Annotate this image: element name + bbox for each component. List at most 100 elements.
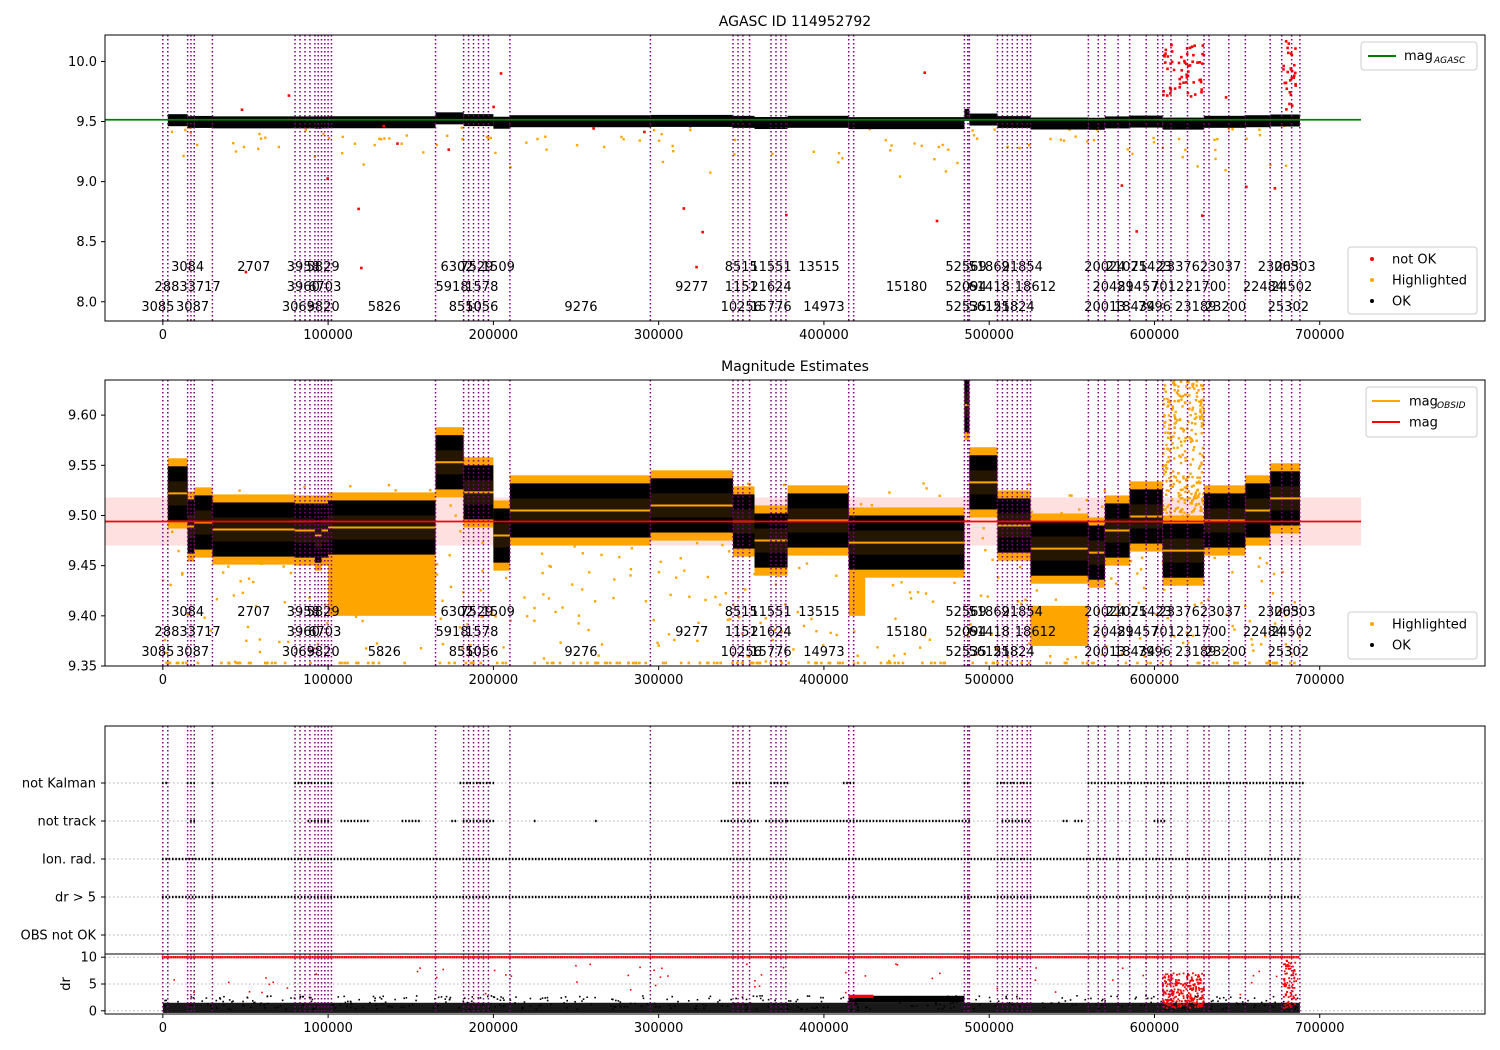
data-point	[856, 1002, 858, 1005]
data-point	[1250, 981, 1253, 984]
data-point	[1179, 982, 1182, 985]
data-point	[1287, 51, 1290, 55]
data-point	[1286, 46, 1289, 50]
obsid-label: 20024	[1084, 605, 1125, 620]
panel1-title: AGASC ID 114952792	[719, 14, 871, 30]
data-point	[1177, 437, 1181, 440]
flag-point	[1208, 895, 1210, 899]
data-point	[1167, 975, 1170, 977]
data-point	[1170, 50, 1174, 53]
data-point	[1198, 661, 1201, 665]
flag-point	[218, 857, 220, 861]
data-point	[472, 661, 475, 665]
flag-point	[1133, 781, 1136, 785]
flag-point	[1284, 857, 1286, 861]
data-point	[668, 1004, 671, 1006]
data-point	[273, 956, 276, 959]
flag-point	[1107, 781, 1109, 785]
data-point	[638, 139, 642, 142]
data-point	[1144, 1004, 1146, 1007]
data-point	[1224, 96, 1228, 99]
ok-points-band	[733, 115, 755, 128]
data-point	[1251, 956, 1253, 959]
data-point	[326, 621, 329, 625]
data-point	[334, 956, 337, 959]
flag-point	[1153, 781, 1156, 785]
flag-point	[699, 895, 702, 899]
data-point	[1236, 956, 1239, 959]
data-point	[1288, 965, 1291, 967]
data-point	[1260, 956, 1262, 959]
flag-point	[538, 857, 540, 861]
flag-point	[633, 895, 636, 899]
flag-point	[511, 895, 514, 899]
data-point	[1198, 989, 1201, 991]
flag-point	[393, 895, 395, 899]
data-point	[1142, 586, 1146, 590]
data-point	[403, 956, 405, 959]
legend-label-subscript: OBSID	[1437, 401, 1466, 411]
data-point	[865, 1006, 868, 1009]
data-point	[1173, 431, 1176, 435]
data-point	[1194, 1002, 1197, 1005]
flag-point	[838, 857, 841, 861]
data-point	[688, 125, 692, 129]
data-point	[1188, 64, 1192, 67]
data-point	[1172, 380, 1176, 383]
data-point	[891, 956, 893, 959]
data-point	[745, 1008, 747, 1011]
data-point	[1075, 1003, 1077, 1006]
data-point	[1195, 439, 1198, 442]
data-point	[1188, 401, 1192, 404]
data-point	[782, 966, 785, 969]
flag-point	[244, 857, 247, 861]
data-point	[644, 599, 648, 603]
ok-points-band	[493, 116, 510, 129]
data-point	[1137, 601, 1140, 605]
x-tick-label: 500000	[964, 673, 1014, 688]
data-point	[1195, 391, 1199, 395]
data-point	[844, 956, 846, 959]
data-point	[1090, 956, 1093, 959]
data-point	[533, 619, 536, 622]
flag-point	[343, 819, 346, 823]
data-point	[1184, 456, 1187, 460]
x-tick-label: 400000	[799, 328, 849, 343]
flag-point	[1198, 895, 1200, 899]
data-point	[1216, 138, 1219, 141]
data-point	[1174, 410, 1177, 414]
data-point	[876, 998, 878, 1001]
data-point	[1174, 476, 1177, 479]
data-point	[1179, 440, 1183, 443]
flag-point	[228, 895, 230, 899]
data-point	[1169, 980, 1172, 983]
data-point	[1283, 81, 1287, 85]
data-point	[258, 638, 262, 641]
flag-point	[1251, 857, 1253, 861]
flag-point	[1150, 781, 1152, 785]
data-point	[1176, 981, 1178, 984]
flag-point	[1270, 857, 1273, 861]
data-point	[1231, 571, 1234, 574]
data-point	[709, 956, 711, 959]
data-point	[1168, 661, 1172, 665]
data-point	[521, 1007, 524, 1010]
data-point	[1272, 956, 1275, 959]
data-point	[459, 956, 461, 959]
data-point	[1199, 408, 1202, 411]
flag-point	[836, 819, 838, 823]
data-point	[1168, 990, 1171, 993]
data-point	[802, 956, 805, 959]
data-point	[1051, 956, 1053, 959]
data-point	[1143, 956, 1145, 959]
data-point	[1286, 1005, 1289, 1008]
flag-point	[330, 895, 332, 899]
flag-point	[195, 857, 197, 861]
flag-point	[617, 857, 620, 861]
data-point	[191, 1004, 193, 1007]
flag-point	[1072, 895, 1075, 899]
data-point	[1027, 661, 1031, 665]
flag-point	[849, 819, 852, 823]
flag-point	[666, 895, 669, 899]
data-point	[552, 956, 555, 959]
